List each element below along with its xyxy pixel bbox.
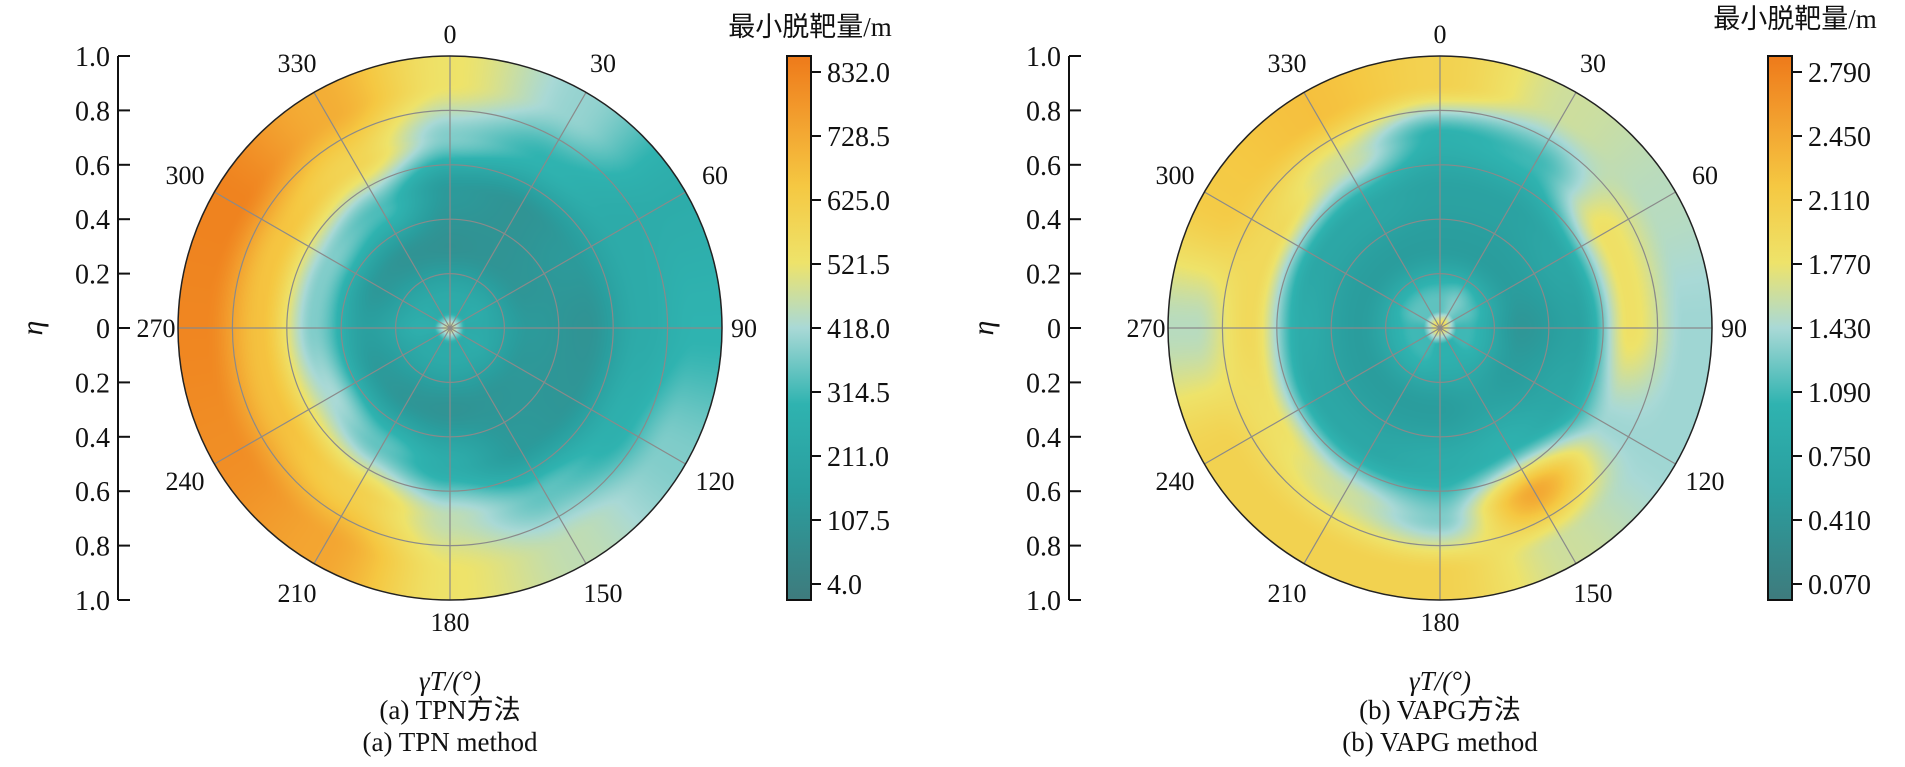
grid-spoke xyxy=(1303,92,1441,329)
radial-tick-label: 0.8 xyxy=(75,532,110,563)
radial-tick-label: 0.2 xyxy=(75,260,110,291)
grid-spoke xyxy=(1303,327,1441,564)
colorbar-tick-label: 832.0 xyxy=(827,58,890,89)
angle-tick-label: 0 xyxy=(1434,20,1447,49)
caption-en-b: (b) VAPG method xyxy=(1342,727,1538,757)
colorbar-tick-label: 211.0 xyxy=(827,442,889,473)
angle-tick-label: 210 xyxy=(278,579,317,608)
y-axis-label: η xyxy=(967,321,1000,336)
radial-tick-label: 0 xyxy=(96,314,110,345)
radial-tick-label: 1.0 xyxy=(75,42,110,73)
radial-tick-label: 0.6 xyxy=(1026,477,1061,508)
angle-tick-label: 330 xyxy=(1268,49,1307,78)
grid-spoke xyxy=(1439,92,1577,329)
radial-tick-label: 1.0 xyxy=(1026,586,1061,617)
radial-tick-label: 0.2 xyxy=(75,368,110,399)
colorbar-tick-label: 2.790 xyxy=(1808,58,1871,89)
angle-tick-label: 60 xyxy=(1692,161,1718,190)
angle-tick-label: 210 xyxy=(1268,579,1307,608)
angle-tick-label: 90 xyxy=(1721,314,1747,343)
colorbar-tick-label: 314.5 xyxy=(827,378,890,409)
grid-spoke xyxy=(1439,327,1577,564)
caption-en-a: (a) TPN method xyxy=(362,727,538,757)
x-axis-label: γT/(°) xyxy=(419,666,481,696)
angle-tick-label: 120 xyxy=(696,467,735,496)
grid-spoke xyxy=(313,92,451,329)
grid-spoke xyxy=(1439,191,1676,329)
polar-border xyxy=(1167,55,1713,601)
grid-spoke xyxy=(1204,191,1441,329)
angle-tick-label: 150 xyxy=(584,579,623,608)
angle-tick-label: 300 xyxy=(165,161,204,190)
radial-tick-label: 0.2 xyxy=(1026,368,1061,399)
grid-spoke xyxy=(313,327,451,564)
colorbar-title: 最小脱靶量/m xyxy=(728,12,892,42)
grid-spoke xyxy=(449,327,587,564)
radial-tick-label: 0.8 xyxy=(1026,96,1061,127)
angle-tick-label: 0 xyxy=(444,20,457,49)
radial-tick-label: 0.4 xyxy=(1026,205,1061,236)
caption-cn-b: (b) VAPG方法 xyxy=(1359,695,1521,725)
grid-spoke xyxy=(214,191,451,329)
colorbar-title: 最小脱靶量/m xyxy=(1713,4,1877,34)
angle-tick-label: 240 xyxy=(165,467,204,496)
radial-tick-label: 0.6 xyxy=(1026,151,1061,182)
angle-tick-label: 270 xyxy=(1127,314,1166,343)
colorbar-tick-label: 0.070 xyxy=(1808,570,1871,601)
angle-tick-label: 270 xyxy=(137,314,176,343)
grid-spoke xyxy=(449,92,587,329)
radial-tick-label: 0.8 xyxy=(1026,532,1061,563)
colorbar-tick-label: 0.750 xyxy=(1808,442,1871,473)
colorbar-tick-label: 1.430 xyxy=(1808,314,1871,345)
angle-tick-label: 300 xyxy=(1155,161,1194,190)
radial-tick-label: 1.0 xyxy=(1026,42,1061,73)
colorbar-tick-label: 1.090 xyxy=(1808,378,1871,409)
radial-tick-label: 0.2 xyxy=(1026,260,1061,291)
radial-tick-label: 1.0 xyxy=(75,586,110,617)
radial-tick-label: 0.6 xyxy=(75,151,110,182)
colorbar-tick-label: 2.110 xyxy=(1808,186,1870,217)
y-axis-label: η xyxy=(16,321,49,336)
angle-tick-label: 150 xyxy=(1574,579,1613,608)
radial-tick-label: 0.6 xyxy=(75,477,110,508)
colorbar-tick-label: 521.5 xyxy=(827,250,890,281)
angle-tick-label: 330 xyxy=(278,49,317,78)
grid-spoke xyxy=(449,327,686,465)
polar-border xyxy=(177,55,723,601)
grid-spoke xyxy=(214,327,451,465)
radial-tick-label: 0.4 xyxy=(1026,423,1061,454)
colorbar-tick-label: 1.770 xyxy=(1808,250,1871,281)
radial-tick-label: 0 xyxy=(1047,314,1061,345)
grid-spoke xyxy=(1439,327,1676,465)
angle-tick-label: 180 xyxy=(1421,608,1460,637)
grid-spoke xyxy=(1204,327,1441,465)
angle-tick-label: 30 xyxy=(1580,49,1606,78)
angle-tick-label: 120 xyxy=(1686,467,1725,496)
colorbar xyxy=(786,55,812,601)
angle-tick-label: 60 xyxy=(702,161,728,190)
colorbar-tick-label: 0.410 xyxy=(1808,506,1871,537)
x-axis-label: γT/(°) xyxy=(1409,666,1471,696)
colorbar-tick-label: 418.0 xyxy=(827,314,890,345)
radial-tick-label: 0.4 xyxy=(75,423,110,454)
angle-tick-label: 30 xyxy=(590,49,616,78)
angle-tick-label: 240 xyxy=(1155,467,1194,496)
radial-tick-label: 0.8 xyxy=(75,96,110,127)
radial-tick-label: 0.4 xyxy=(75,205,110,236)
angle-tick-label: 180 xyxy=(431,608,470,637)
colorbar-tick-label: 625.0 xyxy=(827,186,890,217)
colorbar-tick-label: 107.5 xyxy=(827,506,890,537)
colorbar xyxy=(1767,55,1793,601)
angle-tick-label: 90 xyxy=(731,314,757,343)
grid-spoke xyxy=(449,191,686,329)
caption-cn-a: (a) TPN方法 xyxy=(379,695,521,725)
colorbar-tick-label: 2.450 xyxy=(1808,122,1871,153)
colorbar-tick-label: 728.5 xyxy=(827,122,890,153)
colorbar-tick-label: 4.0 xyxy=(827,570,862,601)
